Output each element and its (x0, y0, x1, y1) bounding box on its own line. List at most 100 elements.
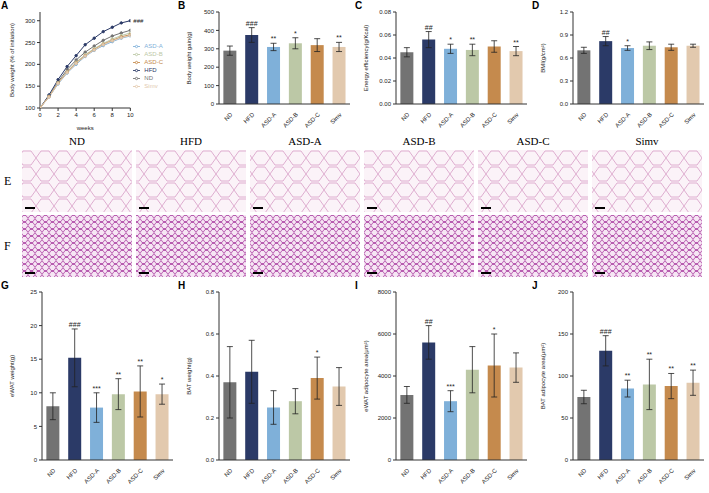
svg-text:0: 0 (565, 457, 569, 463)
svg-text:ASD-C: ASD-C (481, 467, 499, 485)
svg-text:4: 4 (74, 112, 78, 118)
svg-text:ASD-B: ASD-B (459, 467, 476, 484)
svg-text:8000: 8000 (378, 289, 392, 295)
svg-text:ASD-B: ASD-B (282, 111, 299, 128)
svg-text:0.0: 0.0 (560, 101, 569, 107)
svg-text:**: ** (513, 39, 519, 46)
svg-text:100: 100 (204, 83, 215, 89)
svg-text:*: * (626, 38, 629, 45)
svg-text:ASD-C: ASD-C (481, 111, 499, 129)
svg-text:0.9: 0.9 (560, 32, 569, 38)
svg-text:0: 0 (34, 457, 38, 463)
svg-text:##: ## (425, 318, 433, 325)
svg-text:Body weight (% of initiation): Body weight (% of initiation) (9, 23, 15, 97)
svg-text:***: *** (446, 383, 454, 390)
svg-text:##: ## (425, 24, 433, 31)
svg-text:ASD-A: ASD-A (260, 111, 277, 128)
svg-text:15: 15 (30, 356, 37, 362)
svg-text:0.02: 0.02 (379, 78, 391, 84)
svg-text:Energy efficiency(g/Kcal): Energy efficiency(g/Kcal) (363, 25, 369, 91)
svg-text:0.6: 0.6 (206, 331, 215, 337)
svg-text:2: 2 (56, 112, 60, 118)
svg-text:5: 5 (34, 424, 38, 430)
svg-text:ASD-A: ASD-A (614, 111, 631, 128)
svg-text:**: ** (470, 36, 476, 43)
svg-text:BMI(g/cm²): BMI(g/cm²) (540, 43, 546, 73)
svg-text:**: ** (647, 351, 653, 358)
svg-text:Simv: Simv (152, 467, 166, 481)
svg-text:**: ** (690, 362, 696, 369)
svg-text:Simv: Simv (506, 111, 520, 125)
svg-text:##: ## (602, 29, 610, 36)
svg-text:ASD-C: ASD-C (658, 467, 676, 485)
svg-text:###: ### (133, 18, 144, 24)
svg-text:eWAT adipocyte area(μm²): eWAT adipocyte area(μm²) (363, 340, 369, 411)
svg-text:HFD: HFD (242, 111, 255, 124)
svg-text:0.04: 0.04 (379, 55, 391, 61)
svg-text:Body weight gain(g): Body weight gain(g) (186, 31, 192, 84)
svg-text:Simv: Simv (329, 111, 343, 125)
svg-text:100: 100 (25, 105, 36, 111)
svg-text:ASD-A: ASD-A (614, 467, 631, 484)
svg-text:***: *** (92, 385, 100, 392)
svg-text:BAT weight(g): BAT weight(g) (186, 357, 192, 394)
svg-text:ND: ND (223, 111, 234, 122)
svg-text:0.3: 0.3 (560, 78, 569, 84)
svg-text:eWAT weight(g): eWAT weight(g) (9, 355, 15, 397)
svg-text:0.06: 0.06 (379, 32, 391, 38)
svg-text:0.2: 0.2 (206, 415, 215, 421)
svg-text:ASD-B: ASD-B (105, 467, 122, 484)
svg-text:25: 25 (30, 289, 37, 295)
svg-text:ASD-A: ASD-A (260, 467, 277, 484)
svg-text:**: ** (271, 35, 277, 42)
svg-text:HFD: HFD (419, 467, 432, 480)
svg-text:20: 20 (30, 323, 37, 329)
svg-text:10: 10 (127, 112, 134, 118)
svg-text:**: ** (625, 372, 631, 379)
svg-text:**: ** (116, 371, 122, 378)
svg-text:200: 200 (25, 61, 36, 67)
svg-text:Simv: Simv (683, 111, 697, 125)
svg-text:ASD-C: ASD-C (304, 467, 322, 485)
svg-text:4000: 4000 (378, 373, 392, 379)
svg-text:ASD-A: ASD-A (83, 467, 100, 484)
svg-text:0: 0 (388, 457, 392, 463)
svg-text:0.8: 0.8 (206, 289, 215, 295)
svg-text:10: 10 (30, 390, 37, 396)
svg-text:200: 200 (558, 289, 569, 295)
svg-text:150: 150 (558, 331, 569, 337)
svg-text:100: 100 (558, 373, 569, 379)
svg-text:HFD: HFD (419, 111, 432, 124)
svg-text:ASD-C: ASD-C (658, 111, 676, 129)
svg-text:400: 400 (204, 28, 215, 34)
svg-text:Simv: Simv (506, 467, 520, 481)
svg-text:250: 250 (25, 40, 36, 46)
svg-text:0.08: 0.08 (379, 9, 391, 15)
svg-text:ND: ND (400, 111, 411, 122)
svg-text:0: 0 (38, 112, 42, 118)
svg-text:ND: ND (400, 467, 411, 478)
svg-text:**: ** (336, 34, 342, 41)
svg-text:###: ### (600, 328, 612, 335)
svg-text:500: 500 (204, 9, 215, 15)
svg-text:**: ** (668, 365, 674, 372)
svg-text:weeks: weeks (76, 125, 94, 131)
svg-text:8: 8 (111, 112, 115, 118)
svg-text:ND: ND (46, 467, 57, 478)
svg-text:ND: ND (223, 467, 234, 478)
svg-text:**: ** (137, 358, 143, 365)
svg-text:ASD-B: ASD-B (636, 111, 653, 128)
svg-text:150: 150 (25, 83, 36, 89)
svg-text:BAT adipocyte area(μm²): BAT adipocyte area(μm²) (540, 343, 546, 410)
svg-text:300: 300 (204, 46, 215, 52)
svg-text:Simv: Simv (683, 467, 697, 481)
svg-text:Simv: Simv (329, 467, 343, 481)
svg-text:*: * (449, 36, 452, 43)
svg-text:ASD-A: ASD-A (437, 467, 454, 484)
svg-text:ASD-C: ASD-C (304, 111, 322, 129)
svg-text:6: 6 (93, 112, 97, 118)
svg-text:200: 200 (204, 64, 215, 70)
svg-text:1.2: 1.2 (560, 9, 569, 15)
svg-text:50: 50 (561, 415, 568, 421)
svg-text:ND: ND (577, 111, 588, 122)
